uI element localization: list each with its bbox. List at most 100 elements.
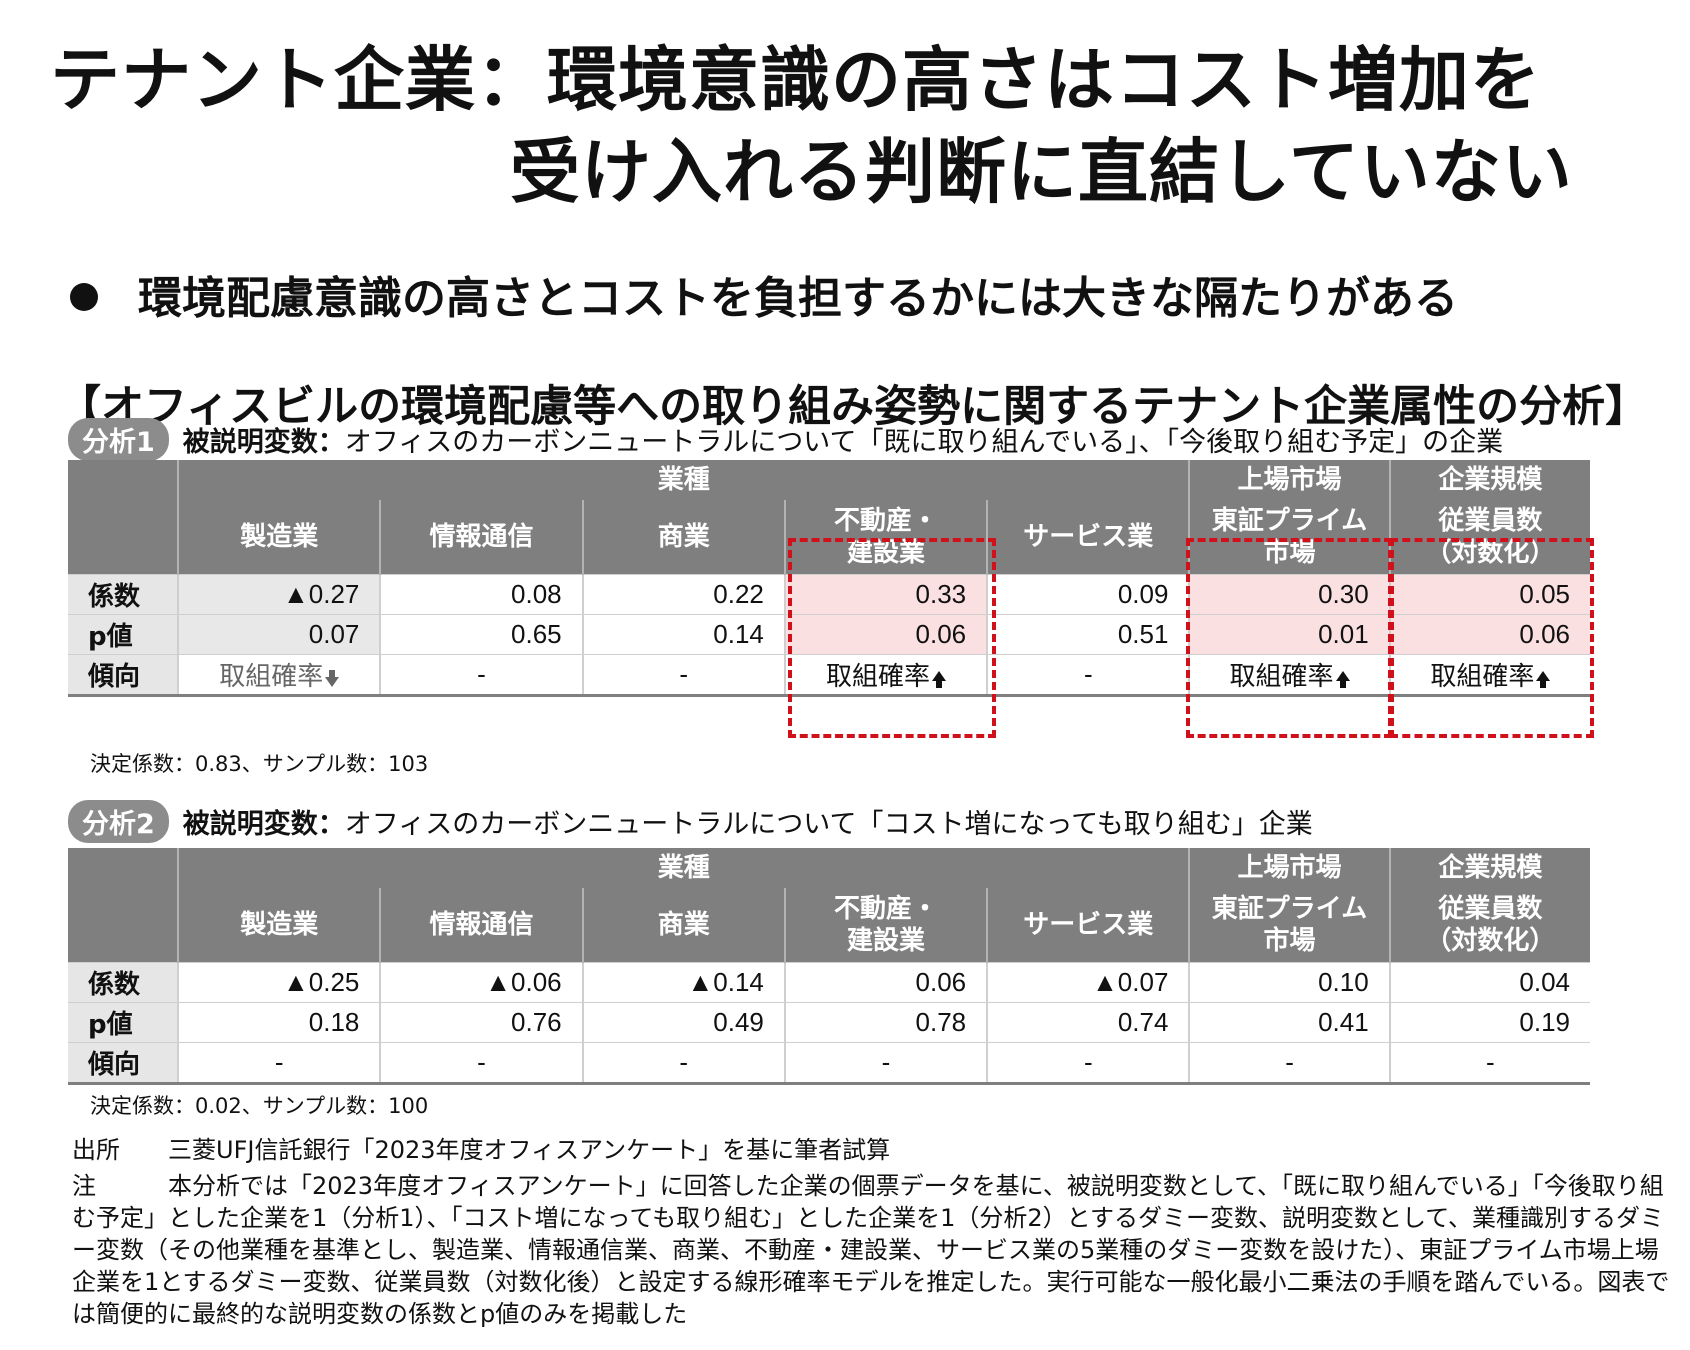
table-row-coef: 係数 ▲0.25 ▲0.06 ▲0.14 0.06 ▲0.07 0.10 0.0… [68, 962, 1590, 1003]
table-cell: 0.76 [379, 1002, 583, 1043]
table-row-trend: 傾向 取組確率 - - 取組確率 - 取組確率 取組確率 [68, 654, 1590, 697]
analysis1-pill: 分析1 [68, 418, 169, 461]
table-cell: - [581, 1042, 785, 1085]
bullet-text: 環境配慮意識の高さとコストを負担するかには大きな隔たりがある [138, 273, 1458, 324]
row-label: 係数 [68, 962, 179, 1003]
table-cell: 0.33 [783, 574, 988, 615]
column-header: 商業 [581, 500, 785, 575]
table-cell: 取組確率 [1388, 654, 1590, 697]
row-label: 傾向 [68, 654, 179, 697]
table-cell: 0.06 [1388, 614, 1590, 655]
table-cell: - [1388, 1042, 1590, 1085]
group-header-industry: 業種 [177, 460, 1190, 500]
table-cell: 0.06 [783, 962, 988, 1003]
table-cell: ▲0.07 [986, 962, 1190, 1003]
table-cell: 0.51 [986, 614, 1190, 655]
column-header: 従業員数 （対数化） [1388, 888, 1590, 963]
column-header: サービス業 [986, 500, 1190, 575]
table-row-pval: p値 0.07 0.65 0.14 0.06 0.51 0.01 0.06 [68, 614, 1590, 655]
page-title-line1: テナント企業：環境意識の高さはコスト増加を [50, 39, 1541, 121]
table-cell: 0.01 [1188, 614, 1390, 655]
arrow-up-icon [932, 670, 947, 688]
row-label: p値 [68, 1002, 179, 1043]
table-cell: - [783, 1042, 988, 1085]
table-cell: 0.74 [986, 1002, 1190, 1043]
table-cell: - [379, 1042, 583, 1085]
analysis1-header: 分析1 被説明変数：オフィスのカーボンニュートラルについて「既に取り組んでいる」、… [68, 418, 1503, 461]
table-cell: ▲0.25 [177, 962, 381, 1003]
analysis2-dep-label: 被説明変数： [182, 809, 345, 840]
source-text: 三菱UFJ信託銀行「2023年度オフィスアンケート」を基に筆者試算 [168, 1136, 891, 1164]
analysis1-table: 業種 上場市場 企業規模 製造業 情報通信 商業 不動産・ 建設業 サービス業 … [68, 460, 1590, 697]
table-cell: ▲0.06 [379, 962, 583, 1003]
column-header: 従業員数 （対数化） [1388, 500, 1590, 575]
table-cell: 0.19 [1388, 1002, 1590, 1043]
analysis2-table: 業種 上場市場 企業規模 製造業 情報通信 商業 不動産・ 建設業 サービス業 … [68, 848, 1590, 1085]
table-cell: 0.18 [177, 1002, 381, 1043]
table-cell: ▲0.27 [177, 574, 381, 615]
table-cell: - [379, 654, 583, 697]
table-cell: 取組確率 [177, 654, 381, 697]
analysis2-pill: 分析2 [68, 800, 169, 843]
table-cell: 0.05 [1388, 574, 1590, 615]
arrow-up-icon [1536, 670, 1551, 688]
table-row-trend: 傾向 - - - - - - - [68, 1042, 1590, 1085]
arrow-down-icon [325, 669, 340, 687]
group-header-industry: 業種 [177, 848, 1190, 888]
column-header: 製造業 [177, 888, 381, 963]
note-block: 注本分析では「2023年度オフィスアンケート」に回答した企業の個票データを基に、… [72, 1170, 1672, 1330]
table-cell: ▲0.14 [581, 962, 785, 1003]
column-header: 製造業 [177, 500, 381, 575]
page-title-line2: 受け入れる判断に直結していない [510, 131, 1573, 213]
column-header: 不動産・ 建設業 [783, 500, 988, 575]
table-cell: - [986, 1042, 1190, 1085]
table-cell: - [986, 654, 1190, 697]
trend-text: 取組確率 [219, 662, 324, 692]
table-cell: - [581, 654, 785, 697]
analysis2-header: 分析2 被説明変数：オフィスのカーボンニュートラルについて「コスト増になっても取り… [68, 800, 1313, 843]
table-cell: - [177, 1042, 381, 1085]
group-header-size: 企業規模 [1388, 460, 1590, 500]
group-header-size: 企業規模 [1388, 848, 1590, 888]
table-corner [68, 848, 179, 963]
group-header-market: 上場市場 [1188, 848, 1390, 888]
analysis2-dep-text: オフィスのカーボンニュートラルについて「コスト増になっても取り組む」企業 [344, 809, 1313, 840]
table-cell: - [1188, 1042, 1390, 1085]
analysis1-stats: 決定係数：0.83、サンプル数：103 [90, 752, 429, 776]
section-title: 【オフィスビルの環境配慮等への取り組み姿勢に関するテナント企業属性の分析】 [58, 382, 1649, 432]
table-row-pval: p値 0.18 0.76 0.49 0.78 0.74 0.41 0.19 [68, 1002, 1590, 1043]
table-cell: 0.14 [581, 614, 785, 655]
table-cell: 0.30 [1188, 574, 1390, 615]
table-cell: 0.10 [1188, 962, 1390, 1003]
row-label: 傾向 [68, 1042, 179, 1085]
table-cell: 0.04 [1388, 962, 1590, 1003]
note-label: 注 [72, 1172, 96, 1200]
note-text: 本分析では「2023年度オフィスアンケート」に回答した企業の個票データを基に、被… [72, 1172, 1670, 1328]
analysis1-dep-text: オフィスのカーボンニュートラルについて「既に取り組んでいる」、「今後取り組む予定… [344, 427, 1504, 458]
table-cell: 取組確率 [1188, 654, 1390, 697]
row-label: p値 [68, 614, 179, 655]
table-cell: 0.49 [581, 1002, 785, 1043]
table-cell: 0.41 [1188, 1002, 1390, 1043]
analysis2-stats: 決定係数：0.02、サンプル数：100 [90, 1094, 429, 1118]
table-cell: 0.78 [783, 1002, 988, 1043]
source-label: 出所 [72, 1136, 120, 1164]
source-line: 出所 三菱UFJ信託銀行「2023年度オフィスアンケート」を基に筆者試算 [72, 1130, 890, 1165]
table-cell: 0.08 [379, 574, 583, 615]
column-header: 東証プライム 市場 [1188, 888, 1390, 963]
column-header: 商業 [581, 888, 785, 963]
column-header: 情報通信 [379, 500, 583, 575]
bullet-point: 環境配慮意識の高さとコストを負担するかには大きな隔たりがある [70, 262, 1458, 326]
table-cell: 0.07 [177, 614, 381, 655]
column-header: 不動産・ 建設業 [783, 888, 988, 963]
column-header: 東証プライム 市場 [1188, 500, 1390, 575]
table-cell: 0.09 [986, 574, 1190, 615]
table-cell: 取組確率 [783, 654, 988, 697]
table-cell: 0.06 [783, 614, 988, 655]
column-header: 情報通信 [379, 888, 583, 963]
group-header-market: 上場市場 [1188, 460, 1390, 500]
row-label: 係数 [68, 574, 179, 615]
table-cell: 0.22 [581, 574, 785, 615]
trend-text: 取組確率 [1430, 662, 1535, 692]
trend-text: 取組確率 [826, 662, 931, 692]
